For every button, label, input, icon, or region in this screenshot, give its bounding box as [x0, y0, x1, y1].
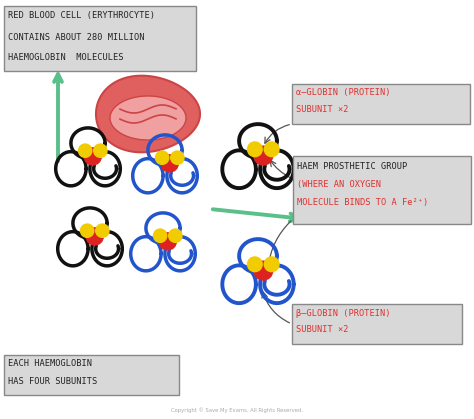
Polygon shape [96, 76, 200, 152]
Text: HAS FOUR SUBUNITS: HAS FOUR SUBUNITS [8, 377, 97, 385]
Circle shape [264, 257, 279, 272]
Circle shape [79, 144, 92, 158]
Text: HAEM PROSTHETIC GROUP: HAEM PROSTHETIC GROUP [297, 163, 407, 171]
Circle shape [161, 155, 178, 172]
Circle shape [155, 151, 169, 164]
Text: MOLECULE BINDS TO A Fe²⁺): MOLECULE BINDS TO A Fe²⁺) [297, 199, 428, 207]
Text: EACH HAEMOGLOBIN: EACH HAEMOGLOBIN [8, 360, 92, 368]
Text: HAEMOGLOBIN  MOLECULES: HAEMOGLOBIN MOLECULES [8, 54, 124, 62]
Circle shape [94, 144, 107, 158]
Circle shape [86, 228, 103, 245]
Circle shape [254, 261, 273, 280]
Polygon shape [110, 96, 186, 140]
Circle shape [254, 146, 273, 165]
FancyBboxPatch shape [292, 84, 470, 124]
Text: SUBUNIT ×2: SUBUNIT ×2 [296, 104, 348, 114]
Circle shape [159, 233, 176, 250]
Text: Copyright © Save My Exams. All Rights Reserved.: Copyright © Save My Exams. All Rights Re… [171, 407, 303, 413]
Circle shape [171, 151, 184, 164]
Text: β–GLOBIN (PROTEIN): β–GLOBIN (PROTEIN) [296, 308, 391, 318]
FancyBboxPatch shape [293, 156, 471, 224]
Text: α–GLOBIN (PROTEIN): α–GLOBIN (PROTEIN) [296, 88, 391, 98]
Circle shape [154, 229, 167, 242]
FancyBboxPatch shape [4, 6, 196, 71]
Circle shape [96, 224, 109, 237]
Text: (WHERE AN OXYGEN: (WHERE AN OXYGEN [297, 181, 381, 189]
Circle shape [264, 142, 279, 157]
Circle shape [247, 142, 262, 157]
FancyBboxPatch shape [4, 355, 179, 395]
FancyBboxPatch shape [292, 304, 462, 344]
Circle shape [169, 229, 182, 242]
Text: CONTAINS ABOUT 280 MILLION: CONTAINS ABOUT 280 MILLION [8, 33, 145, 41]
Circle shape [247, 257, 262, 272]
Text: RED BLOOD CELL (ERYTHROCYTE): RED BLOOD CELL (ERYTHROCYTE) [8, 11, 155, 21]
Circle shape [84, 148, 101, 165]
Circle shape [81, 224, 94, 237]
Text: SUBUNIT ×2: SUBUNIT ×2 [296, 324, 348, 334]
